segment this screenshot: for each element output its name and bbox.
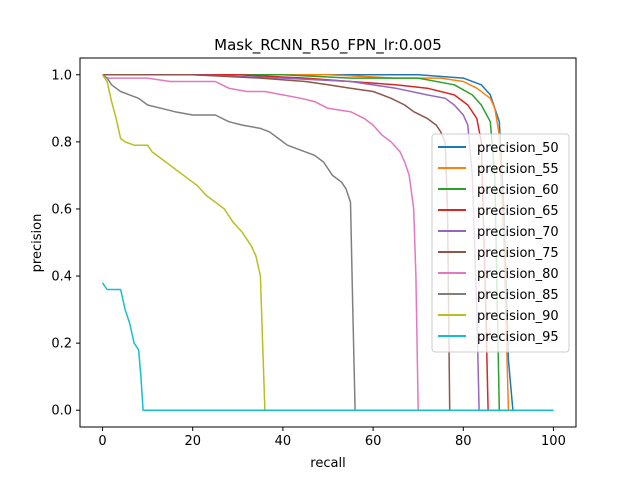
series-line-precision_85 [102,74,554,411]
x-tick-label: 40 [275,434,292,449]
legend-label-precision_85: precision_85 [477,288,559,303]
x-tick-label: 60 [365,434,382,449]
x-tick-label: 100 [541,434,566,449]
series-line-precision_90 [101,74,554,411]
y-tick-label: 0.6 [51,202,72,217]
y-tick-label: 0.8 [51,135,72,150]
y-axis-label: precision [30,214,45,273]
legend-label-precision_55: precision_55 [477,162,559,177]
y-tick-label: 0.4 [51,270,72,285]
x-axis: 0 20 40 60 80 100 [98,427,566,449]
legend-label-precision_65: precision_65 [477,204,559,219]
plot-frame [79,57,577,428]
legend-label-precision_70: precision_70 [477,225,559,240]
y-tick-label: 0.2 [51,337,72,352]
legend-label-precision_95: precision_95 [477,330,559,345]
y-tick-label: 1.0 [51,68,72,83]
y-axis: 0.0 0.2 0.4 0.6 0.8 1.0 [51,68,80,419]
legend: precision_50 precision_55 precision_60prec… [431,133,570,353]
legend-label-precision_60: precision_60 [477,183,559,198]
y-tick-label: 0.0 [51,404,72,419]
series-line-precision_50 [102,74,554,411]
legend-label-precision_75: precision_75 [477,246,559,261]
series-line-precision_80 [102,74,554,411]
x-tick-label: 0 [98,434,106,449]
legend-label-precision_80: precision_80 [477,267,559,282]
series-line-precision_95 [101,282,554,411]
x-tick-label: 20 [184,434,201,449]
legend-label-precision_50: precision_50 [477,141,559,156]
x-axis-label: recall [310,456,345,471]
x-tick-label: 80 [455,434,472,449]
legend-frame [431,133,570,353]
legend-label-precision_90: precision_90 [477,309,559,324]
chart-title: Mask_RCNN_R50_FPN_lr:0.005 [214,36,442,55]
